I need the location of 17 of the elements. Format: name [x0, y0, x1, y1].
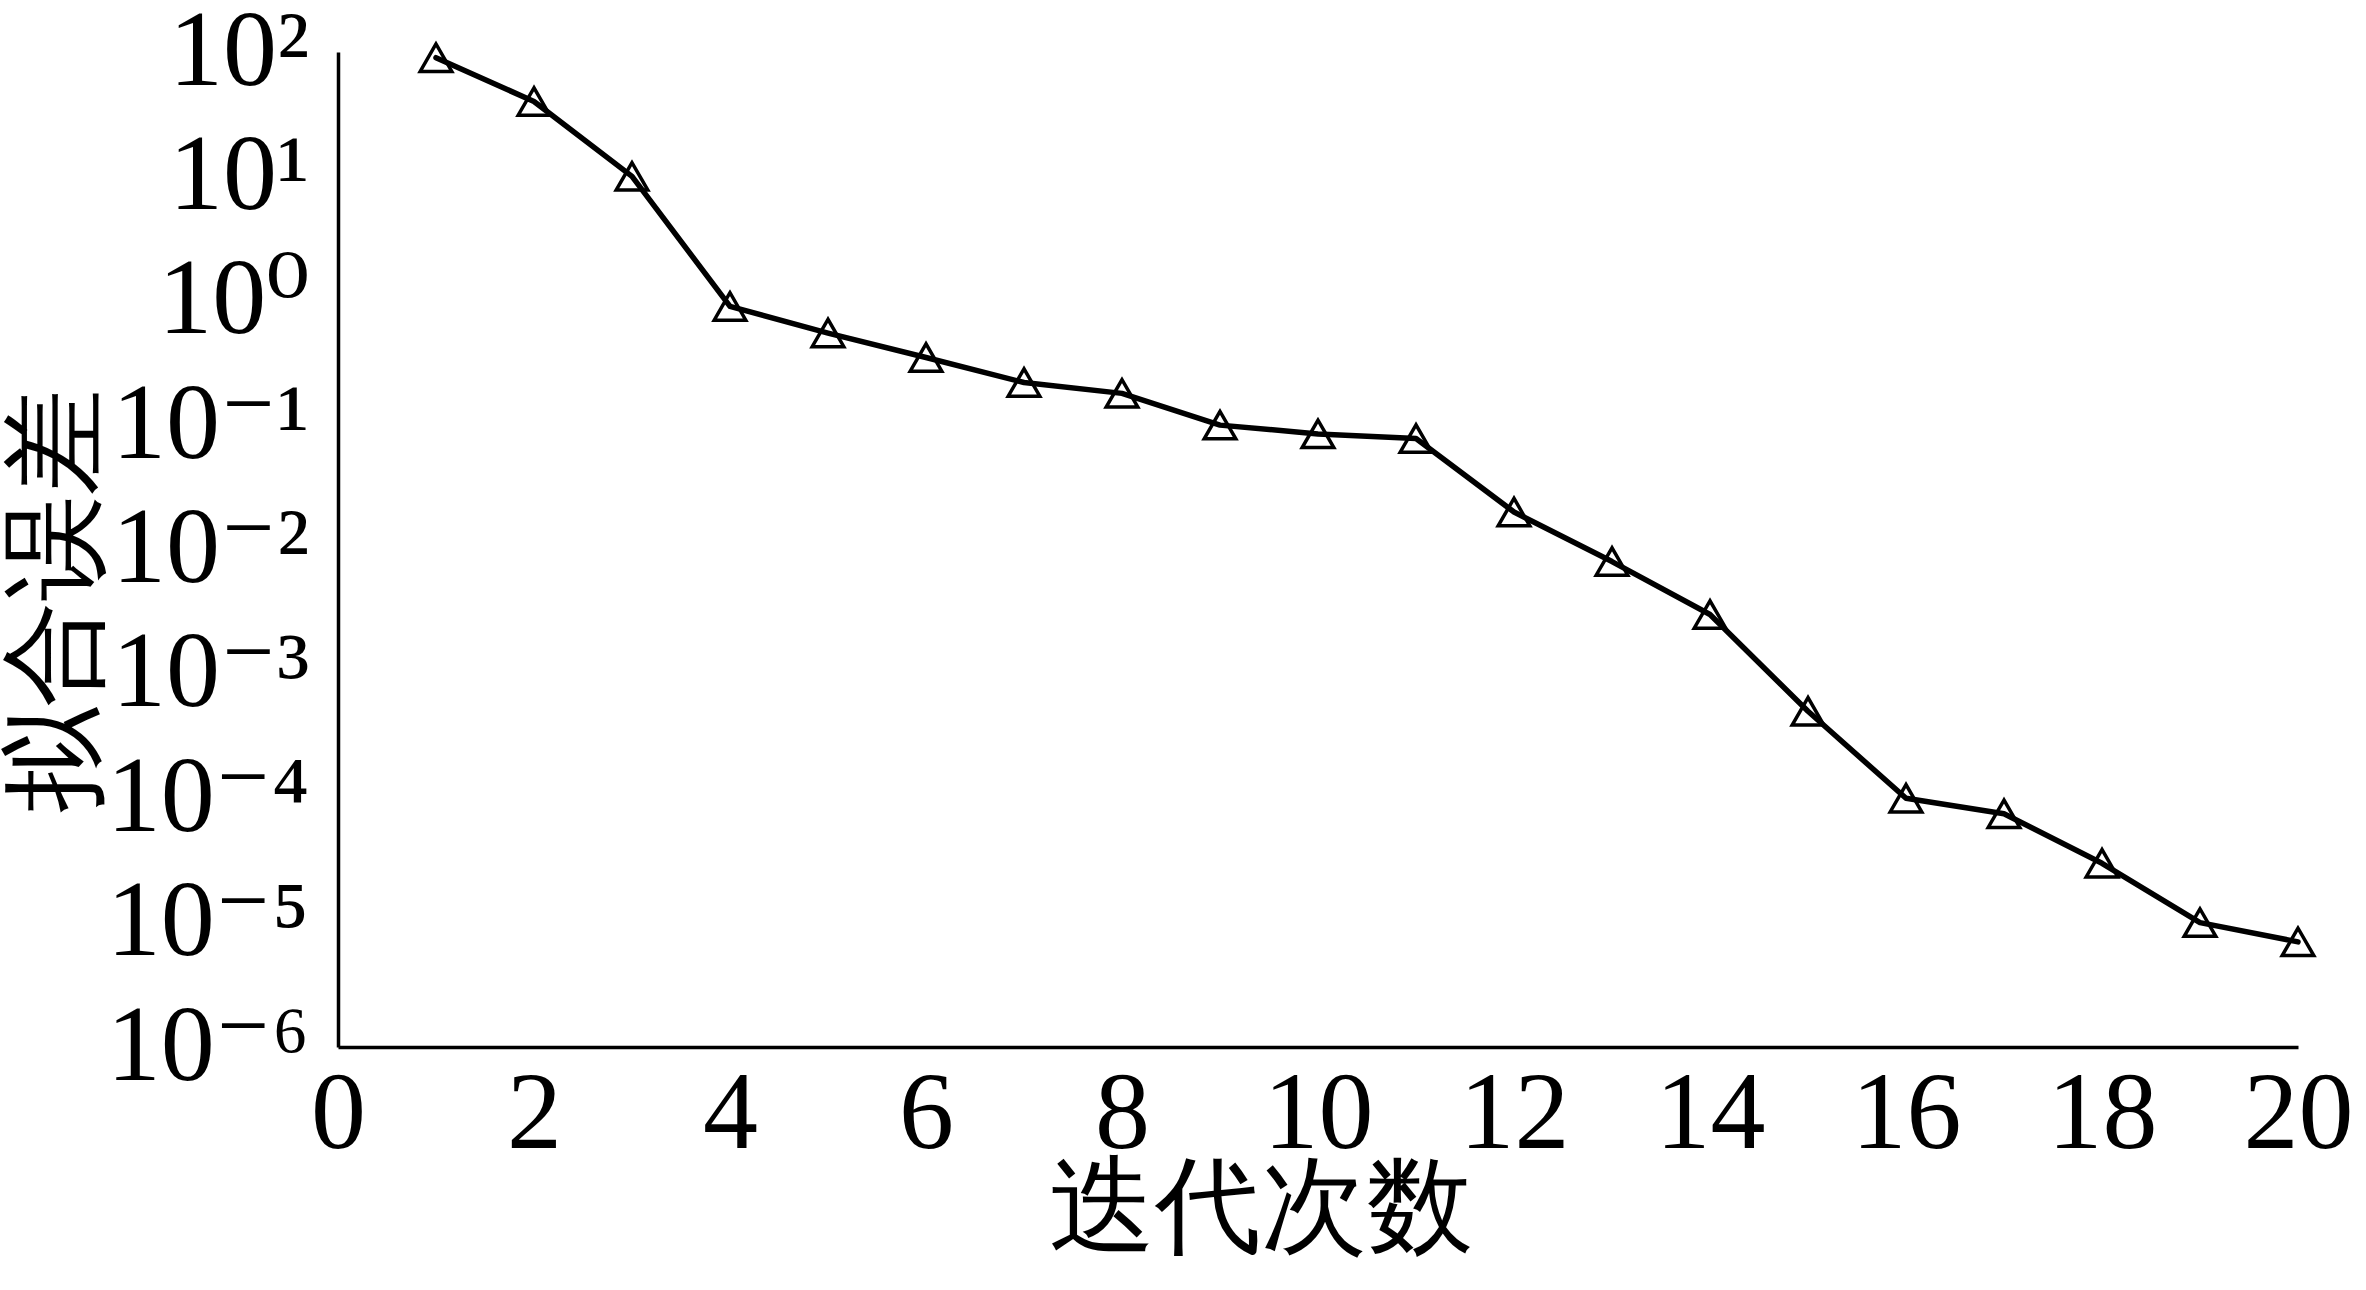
x-tick-label: 0 [311, 1049, 366, 1172]
x-tick-label: 4 [703, 1049, 758, 1172]
y-tick-label: 10⁰ [158, 237, 310, 357]
x-tick-label: 12 [1459, 1049, 1570, 1172]
y-tick-label: 10⁻³ [112, 610, 310, 730]
y-tick-label: 10² [169, 0, 310, 108]
y-tick-label: 10⁻⁶ [106, 983, 310, 1103]
x-tick-label: 16 [1851, 1049, 1962, 1172]
x-tick-label: 6 [899, 1049, 954, 1172]
y-tick-label: 10⁻¹ [112, 361, 310, 481]
x-tick-label: 14 [1655, 1049, 1766, 1172]
y-tick-label: 10¹ [169, 112, 310, 232]
x-tick-label: 2 [507, 1049, 562, 1172]
y-tick-label: 10⁻² [112, 486, 310, 605]
y-tick-label: 10⁻⁵ [106, 859, 310, 979]
x-tick-label: 20 [2243, 1049, 2354, 1172]
x-tick-label: 18 [2047, 1049, 2158, 1172]
